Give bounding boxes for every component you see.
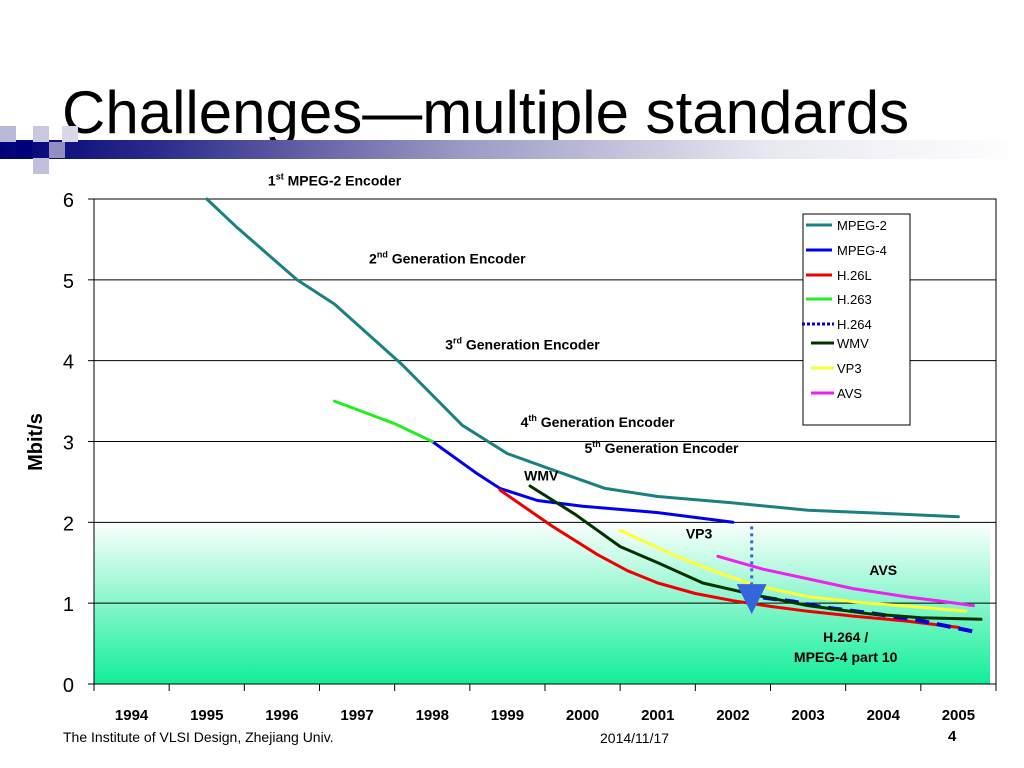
- x-tick-label: 1997: [340, 707, 373, 724]
- annotation-label: WMV: [524, 467, 559, 483]
- legend-label: AVS: [837, 386, 862, 401]
- series-line-mpeg-4: [430, 440, 735, 524]
- x-tick-label: 1996: [265, 707, 298, 724]
- x-tick-label: 2001: [641, 707, 674, 724]
- series-line-wmv: [528, 484, 983, 621]
- plot-background-gradient: [94, 520, 990, 684]
- legend-label: H.263: [837, 292, 872, 307]
- x-tick-label: 1995: [190, 707, 223, 724]
- decor-square: [16, 142, 32, 158]
- legend-label: H.26L: [837, 268, 872, 283]
- x-tick-label: 2005: [942, 707, 975, 724]
- decor-square: [33, 158, 49, 174]
- x-tick-label: 2002: [716, 707, 749, 724]
- annotation-label: 2nd Generation Encoder: [369, 250, 526, 267]
- legend-label: MPEG-4: [837, 243, 887, 258]
- annotation-label: 3rd Generation Encoder: [445, 335, 600, 352]
- legend-label: WMV: [837, 336, 869, 351]
- page-number: 4: [948, 728, 957, 745]
- series-line-avs: [716, 554, 975, 608]
- annotation-label: AVS: [869, 562, 897, 578]
- y-tick-label: 5: [63, 271, 74, 293]
- x-tick-label: 2000: [566, 707, 599, 724]
- series-line-mpeg-2: [205, 197, 960, 519]
- slide-title: Challenges—multiple standards: [62, 79, 910, 146]
- series-line-h-263: [333, 399, 434, 443]
- y-tick-label: 1: [63, 594, 74, 616]
- series-line-vp3: [618, 528, 968, 613]
- annotation-label: 1st MPEG-2 Encoder: [268, 171, 402, 188]
- annotation-label: MPEG-4 part 10: [794, 649, 898, 665]
- title-accent-bar: [0, 140, 1024, 159]
- footer-institute: The Institute of VLSI Design, Zhejiang U…: [63, 729, 334, 745]
- decor-square: [62, 126, 78, 142]
- y-tick-label: 6: [63, 190, 74, 212]
- decor-square: [33, 126, 49, 142]
- x-tick-label: 1998: [416, 707, 449, 724]
- footer-date: 2014/11/17: [600, 730, 670, 746]
- legend-label: MPEG-2: [837, 218, 887, 233]
- decor-square: [0, 126, 16, 142]
- legend-label: VP3: [837, 361, 862, 376]
- annotation-label: H.264 /: [823, 629, 868, 645]
- legend-label: H.264: [837, 317, 872, 332]
- series-line-h-26l: [498, 488, 960, 629]
- x-tick-label: 1999: [491, 707, 524, 724]
- y-tick-label: 0: [63, 675, 74, 697]
- y-tick-label: 3: [63, 433, 74, 455]
- annotation-label: 4th Generation Encoder: [521, 413, 676, 430]
- x-tick-label: 1994: [115, 707, 149, 724]
- y-tick-label: 4: [63, 352, 74, 374]
- x-tick-label: 2004: [867, 707, 901, 724]
- annotation-label: 5th Generation Encoder: [585, 439, 740, 456]
- y-tick-label: 2: [63, 513, 74, 535]
- y-axis-label: Mbit/s: [25, 413, 47, 471]
- decor-square: [49, 142, 65, 158]
- x-tick-label: 2003: [791, 707, 824, 724]
- annotation-label: VP3: [686, 526, 713, 542]
